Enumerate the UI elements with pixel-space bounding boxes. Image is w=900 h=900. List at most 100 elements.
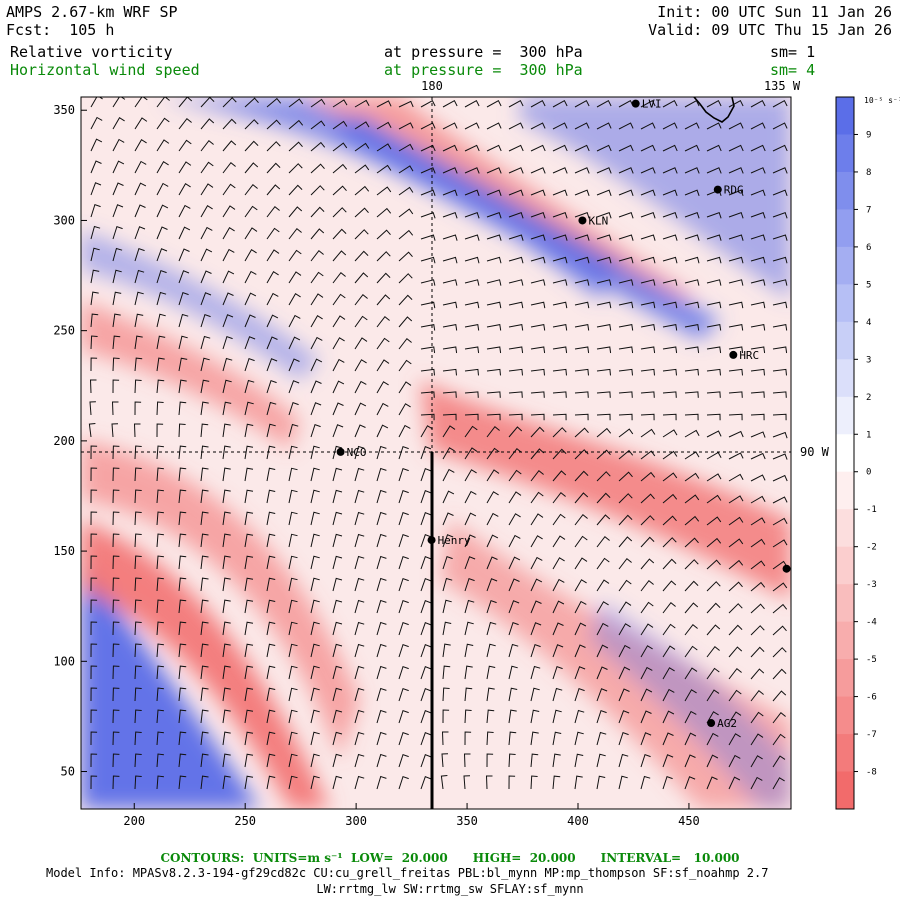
wind-barb <box>332 555 343 570</box>
wind-barb <box>596 346 612 354</box>
wind-barb <box>618 710 630 724</box>
wind-barb <box>398 467 409 482</box>
wind-barb <box>376 665 387 680</box>
wind-barb <box>200 357 210 372</box>
x-tick-label: 400 <box>567 814 589 828</box>
wind-barb <box>420 122 436 130</box>
wind-barb <box>376 100 392 108</box>
colorbar-swatch <box>836 621 854 660</box>
wind-barb <box>332 731 343 746</box>
wind-barb <box>354 555 365 570</box>
wind-barb <box>112 313 121 328</box>
wind-barb <box>706 473 722 482</box>
wind-barb <box>530 513 544 526</box>
wind-barb <box>398 186 414 196</box>
wind-barb <box>574 513 588 526</box>
colorbar-swatch <box>836 134 854 173</box>
wind-barb <box>750 100 766 108</box>
wind-barb <box>750 122 766 130</box>
wind-barb <box>288 271 302 284</box>
wind-barb <box>200 401 209 416</box>
wind-barb <box>574 368 589 376</box>
field2-name: Horizontal wind speed <box>10 61 200 79</box>
wind-barb <box>706 100 722 108</box>
wind-barb <box>112 379 120 394</box>
wind-barb <box>486 391 501 398</box>
wind-barb <box>134 379 142 394</box>
wind-barb <box>640 493 655 504</box>
station-dot <box>336 447 345 456</box>
wind-barb <box>728 413 743 421</box>
wind-barb <box>750 711 764 724</box>
wind-barb <box>596 256 612 264</box>
wind-barb <box>156 599 164 614</box>
wind-barb <box>750 324 766 331</box>
wind-barb <box>662 515 677 526</box>
wind-barb <box>134 511 142 526</box>
wind-barb <box>156 753 164 768</box>
wind-barb <box>464 577 475 592</box>
wind-barb <box>662 493 678 504</box>
wind-barb <box>200 621 209 636</box>
wind-barb <box>442 555 453 570</box>
wind-barb <box>354 599 365 614</box>
wind-barb <box>442 100 458 108</box>
wind-barb <box>354 250 369 262</box>
wind-barb <box>266 379 277 394</box>
wind-barb <box>684 494 700 504</box>
wind-barb <box>420 776 432 790</box>
wind-barb <box>486 189 502 196</box>
wind-barb <box>728 144 744 152</box>
wind-barb <box>156 555 164 570</box>
wind-barb <box>156 577 164 592</box>
wind-barb <box>112 665 120 680</box>
station-label: RDG <box>724 184 744 197</box>
y-tick-label: 150 <box>53 544 75 558</box>
wind-barb <box>134 687 142 702</box>
wind-barb <box>728 122 744 130</box>
wind-barb <box>662 368 677 376</box>
wind-barb <box>442 425 456 438</box>
wind-barb <box>398 403 411 416</box>
wind-barb <box>288 401 299 416</box>
colorbar-tick-label: 1 <box>866 430 871 440</box>
wind-barb <box>420 732 432 746</box>
colorbar-tick-label: 7 <box>866 205 871 215</box>
wind-barb <box>552 211 568 219</box>
colorbar-swatch <box>836 771 854 810</box>
wind-barb <box>332 207 347 218</box>
wind-barb <box>398 122 414 130</box>
wind-barb <box>442 279 458 286</box>
wind-barb <box>310 753 320 768</box>
wind-barb <box>684 391 699 398</box>
wind-barb <box>486 256 502 264</box>
wind-barb <box>376 489 387 504</box>
wind-barb <box>728 279 744 286</box>
wind-barb <box>728 711 742 724</box>
wind-barb <box>618 579 632 592</box>
wind-barb <box>288 314 301 328</box>
wind-barb <box>486 368 501 376</box>
wind-barb <box>530 211 546 219</box>
wind-barb <box>398 165 414 174</box>
wind-barb <box>618 189 634 196</box>
wind-barb <box>772 100 788 108</box>
wind-barb <box>486 211 502 219</box>
wind-barb <box>310 511 320 526</box>
wind-barb <box>376 775 387 790</box>
wind-barb <box>310 380 322 394</box>
wind-barb <box>310 185 325 196</box>
wind-barb <box>354 687 365 702</box>
wind-barb <box>354 272 369 284</box>
colorbar-tick-label: 8 <box>866 168 871 178</box>
colorbar-tick-label: -6 <box>866 693 877 703</box>
wind-barb <box>90 357 98 372</box>
wind-barb <box>574 122 590 130</box>
wind-barb <box>222 643 231 658</box>
wind-barb <box>200 709 209 724</box>
wind-barb <box>750 646 765 658</box>
wind-barb <box>178 357 188 372</box>
wind-barb <box>706 732 719 746</box>
wind-barb <box>156 335 166 350</box>
station-dot <box>713 185 722 194</box>
